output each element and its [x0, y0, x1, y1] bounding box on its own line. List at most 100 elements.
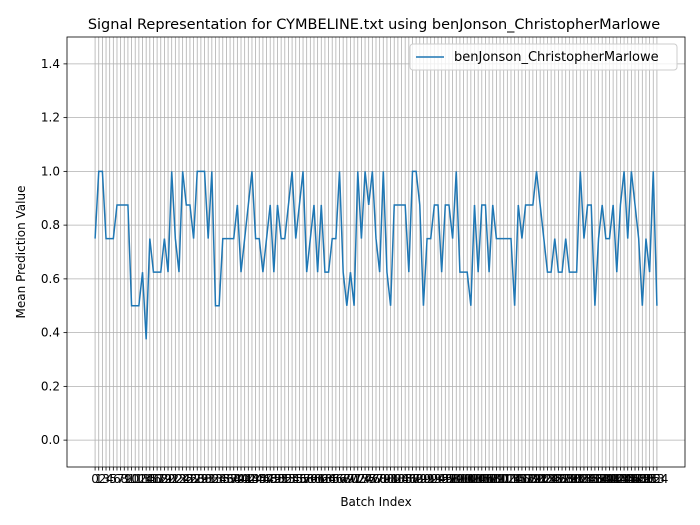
x-tick-label: 91 — [419, 472, 434, 486]
x-tick-label: 83 — [390, 472, 405, 486]
x-tick-label: 37 — [222, 472, 237, 486]
x-tick-label: 57 — [295, 472, 310, 486]
x-tick-label: 51 — [274, 472, 289, 486]
x-tick-label: 16 — [146, 472, 161, 486]
x-tick-label: 128 — [551, 472, 574, 486]
x-tick-label: 147 — [620, 472, 643, 486]
x-tick-label: 38 — [226, 472, 241, 486]
x-tick-label: 138 — [587, 472, 610, 486]
x-tick-label: 93 — [427, 472, 442, 486]
x-tick-label: 86 — [401, 472, 416, 486]
legend: benJonson_ChristopherMarlowe — [409, 43, 678, 71]
x-tick-label: 75 — [361, 472, 376, 486]
x-tick-label: 108 — [478, 472, 501, 486]
x-tick-label: 143 — [605, 472, 628, 486]
x-tick-label: 53 — [281, 472, 296, 486]
x-tick-label: 24 — [175, 472, 190, 486]
x-tick-label: 55 — [288, 472, 303, 486]
x-tick-label: 36 — [219, 472, 234, 486]
x-tick-label: 25 — [179, 472, 194, 486]
x-axis-label: Batch Index — [340, 495, 411, 509]
x-tick-label: 124 — [536, 472, 559, 486]
x-tick-label: 26 — [182, 472, 197, 486]
y-tick-label: 1.0 — [41, 164, 60, 178]
x-tick-label: 31 — [201, 472, 216, 486]
x-tick-label: 42 — [241, 472, 256, 486]
x-tick-label: 63 — [317, 472, 332, 486]
x-tick-label: 21 — [164, 472, 179, 486]
x-tick-label: 44 — [248, 472, 263, 486]
x-tick-label: 34 — [211, 472, 226, 486]
x-tick-label: 35 — [215, 472, 230, 486]
x-tick-label: 77 — [368, 472, 383, 486]
x-tick-label: 122 — [529, 472, 552, 486]
x-tick-label: 56 — [292, 472, 307, 486]
x-tick-label: 135 — [576, 472, 599, 486]
x-tick-label: 148 — [624, 472, 647, 486]
x-tick-label: 47 — [259, 472, 274, 486]
x-tick-label: 1 — [95, 472, 103, 486]
x-tick-label: 115 — [503, 472, 526, 486]
x-tick-label: 70 — [343, 472, 358, 486]
x-tick-label: 18 — [153, 472, 168, 486]
x-tick-label: 15 — [142, 472, 157, 486]
x-tick-label: 112 — [492, 472, 515, 486]
x-tick-label: 0 — [91, 472, 99, 486]
x-tick-label: 101 — [452, 472, 475, 486]
x-tick-label: 66 — [328, 472, 343, 486]
x-tick-label: 154 — [645, 472, 668, 486]
x-tick-label: 113 — [496, 472, 519, 486]
x-tick-label: 39 — [230, 472, 245, 486]
x-tick-label: 62 — [314, 472, 329, 486]
x-tick-label: 61 — [310, 472, 325, 486]
x-tick-label: 109 — [481, 472, 504, 486]
x-tick-label: 50 — [270, 472, 285, 486]
x-tick-label: 71 — [346, 472, 361, 486]
x-tick-label: 104 — [463, 472, 486, 486]
x-tick-label: 46 — [255, 472, 270, 486]
x-tick-label: 5 — [110, 472, 118, 486]
x-tick-label: 67 — [332, 472, 347, 486]
x-tick-label: 96 — [438, 472, 453, 486]
x-tick-label: 60 — [306, 472, 321, 486]
x-tick-label: 84 — [394, 472, 409, 486]
x-tick-label: 107 — [474, 472, 497, 486]
x-tick-label: 140 — [594, 472, 617, 486]
x-tick-label: 2 — [99, 472, 107, 486]
x-tick-label: 126 — [543, 472, 566, 486]
x-tick-label: 105 — [467, 472, 490, 486]
x-tick-label: 118 — [514, 472, 537, 486]
x-tick-label: 114 — [500, 472, 523, 486]
x-tick-label: 94 — [430, 472, 445, 486]
x-tick-label: 45 — [252, 472, 267, 486]
x-tick-label: 9 — [124, 472, 132, 486]
x-tick-label: 19 — [157, 472, 172, 486]
x-tick-label: 110 — [485, 472, 508, 486]
plot-frame — [66, 36, 686, 468]
x-tick-label: 58 — [299, 472, 314, 486]
x-tick-label: 141 — [598, 472, 621, 486]
x-tick-label: 145 — [613, 472, 636, 486]
x-tick-label: 76 — [365, 472, 380, 486]
x-tick-label: 130 — [558, 472, 581, 486]
x-tick-label: 142 — [602, 472, 625, 486]
x-tick-label: 88 — [408, 472, 423, 486]
x-tick-label: 95 — [434, 472, 449, 486]
x-tick-label: 28 — [190, 472, 205, 486]
x-tick-label: 7 — [117, 472, 125, 486]
x-tick-label: 8 — [120, 472, 128, 486]
x-tick-label: 127 — [547, 472, 570, 486]
x-tick-label: 29 — [193, 472, 208, 486]
y-tick-label: 0.0 — [41, 433, 60, 447]
x-tick-label: 151 — [635, 472, 658, 486]
x-tick-label: 98 — [445, 472, 460, 486]
x-tick-label: 137 — [583, 472, 606, 486]
x-tick-label: 3 — [102, 472, 110, 486]
x-tick-label: 49 — [266, 472, 281, 486]
x-tick-label: 30 — [197, 472, 212, 486]
x-tick-label: 99 — [449, 472, 464, 486]
x-tick-label: 13 — [135, 472, 150, 486]
x-tick-label: 74 — [357, 472, 372, 486]
x-tick-label: 14 — [139, 472, 154, 486]
x-tick-label: 120 — [521, 472, 544, 486]
